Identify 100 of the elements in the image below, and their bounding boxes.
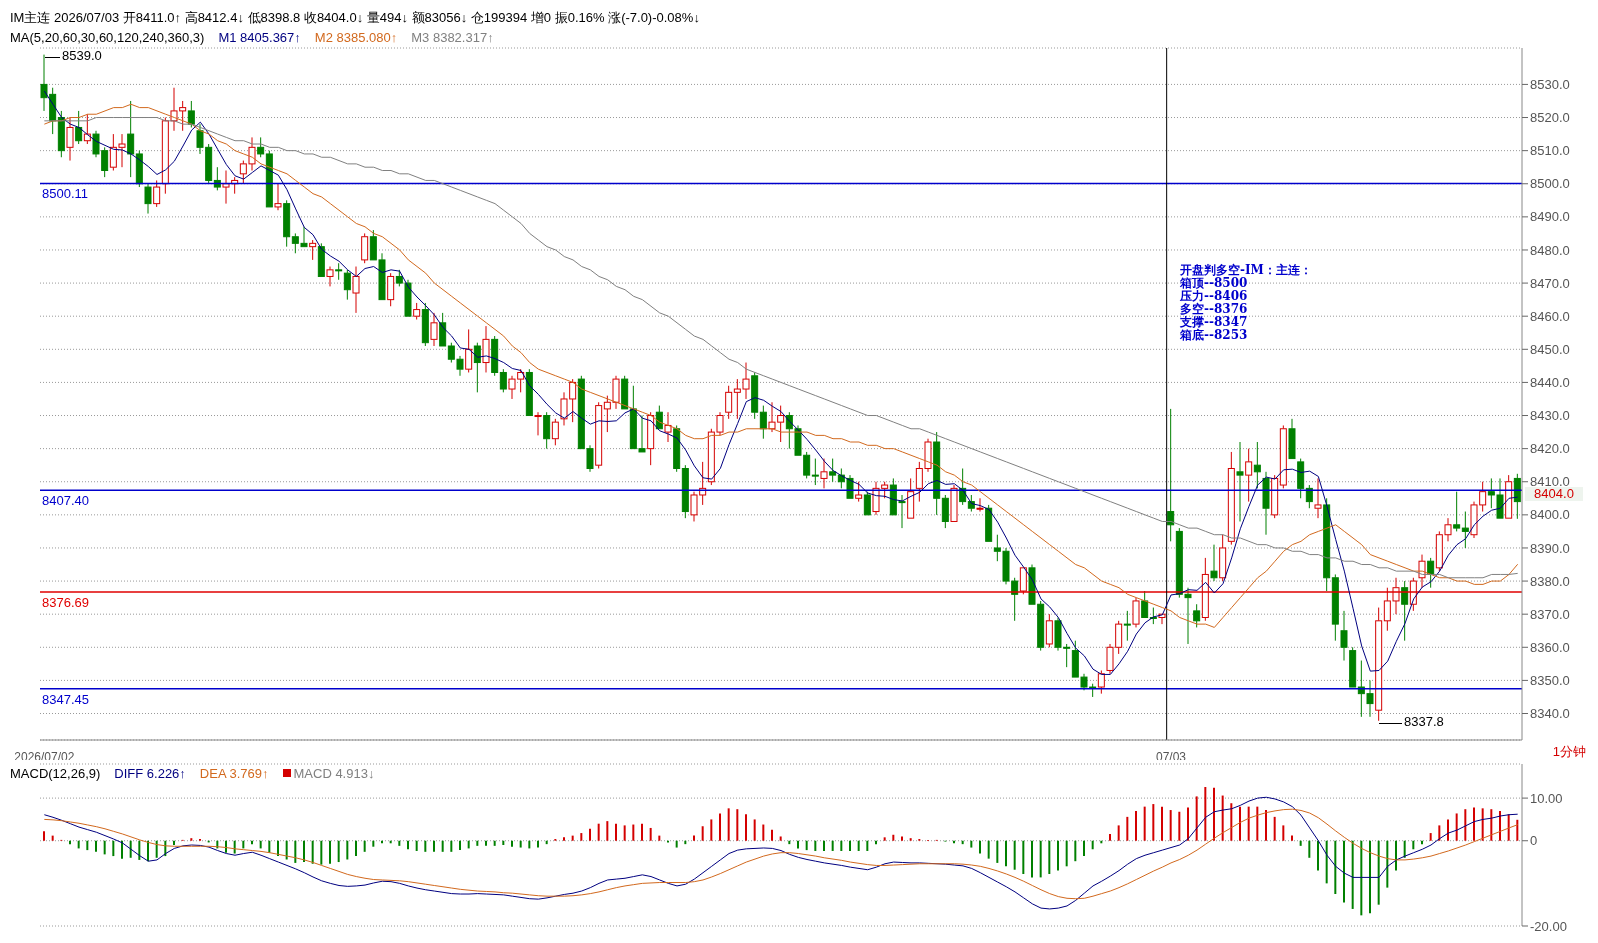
annotation: 箱顶--8500 [1180,276,1249,290]
annotation: 支撑--8347 [1180,315,1249,329]
y-tick-label: -20.00 [1530,918,1567,934]
bar [537,840,539,848]
bar [372,840,375,847]
bar [1169,810,1172,841]
bar [1438,825,1441,841]
bar [1291,835,1293,841]
bar [511,840,513,847]
bar [528,840,531,849]
bar [883,837,886,841]
bar [1187,807,1189,841]
candlestick [976,497,984,513]
candlestick [534,411,542,436]
bar [485,840,487,846]
bar [753,819,756,841]
candlestick [352,266,360,314]
y-tick-label: 10.00 [1530,790,1563,806]
annotation: 压力--8406 [1180,289,1249,303]
bar [1265,810,1267,841]
bar [459,840,461,851]
bar [987,840,990,859]
bar [1464,809,1467,841]
bar [1126,816,1129,841]
bar [441,840,444,852]
y-tick-label: 8470.0 [1530,275,1570,291]
y-tick-label: 0 [1530,833,1538,849]
bar [779,836,782,841]
bar [1109,833,1111,841]
bar [571,835,574,841]
candlestick [1262,471,1270,536]
bar [1490,809,1493,841]
bar [225,840,227,853]
bar [814,840,817,851]
bar [1213,787,1215,841]
bar [1247,806,1250,841]
bar [701,826,704,841]
bar [719,813,721,841]
bar [1282,825,1285,841]
bar [329,840,331,864]
bar [112,840,115,857]
bar [1204,787,1207,841]
chart-title: IM主连 2026/07/03 开8411.0↑ 高8412.4↓ 低8398.8 收8404.0↓ 量494↓ 额83056↓ 仓199394 增0 振0.16% 涨(-7.0)-0.08%↓ [9,9,701,27]
text: 8404.0 [1525,486,1583,501]
bar [398,840,401,846]
bar [675,840,678,848]
y-tick-label: 8480.0 [1530,242,1570,258]
candlestick [274,183,282,211]
candlestick [1236,441,1244,522]
bar [294,840,297,863]
bar [892,834,895,841]
text: M3 8382.317↑ [411,29,494,45]
bar [1386,840,1389,888]
candlestick [647,411,655,466]
annotation: 开盘判多空-IM：主连： [1180,263,1312,277]
bar [623,825,626,841]
bar [1317,840,1319,871]
bar [1369,840,1371,914]
bar [433,840,435,852]
y-tick-label: 8510.0 [1530,143,1570,159]
text: DIFF 6.226↑ [114,765,186,781]
ref-line-label: 8407.40 [42,493,89,509]
candlestick [482,325,490,373]
bar [840,840,843,851]
bar [762,824,765,841]
y-tick-label: 8390.0 [1530,540,1570,556]
y-tick-label: 8520.0 [1530,110,1570,126]
annotation: 多空--8376 [1180,302,1249,316]
y-tick-label: 8380.0 [1530,573,1570,589]
bar [606,821,609,841]
bar [857,840,860,851]
y-tick-label: 8340.0 [1530,706,1570,722]
text: 1分钟 [1552,743,1586,761]
line-series [43,808,1519,900]
bar [1473,807,1475,841]
candlestick [1132,597,1140,628]
bar [823,840,825,851]
bar [415,840,418,851]
bar [1360,840,1363,916]
bar [805,840,808,851]
bar [1351,840,1354,909]
bar [1135,810,1137,841]
bar [77,840,80,849]
text: M2 8385.080↑ [314,29,398,45]
y-tick-label: 8530.0 [1530,77,1570,93]
bar [95,840,97,852]
bar [996,840,999,863]
bar [615,823,617,841]
bar [1273,816,1276,841]
bar [580,833,583,841]
annotation: 8539.0 [62,48,102,63]
bar [979,840,981,854]
candlestick [1210,544,1218,582]
bar [866,840,869,851]
bar [1178,811,1181,841]
bar [1195,796,1198,841]
bar [1429,833,1432,841]
y-tick-label: 8360.0 [1530,639,1570,655]
ref-line-label: 8347.45 [42,691,89,707]
candlestick [664,411,672,443]
